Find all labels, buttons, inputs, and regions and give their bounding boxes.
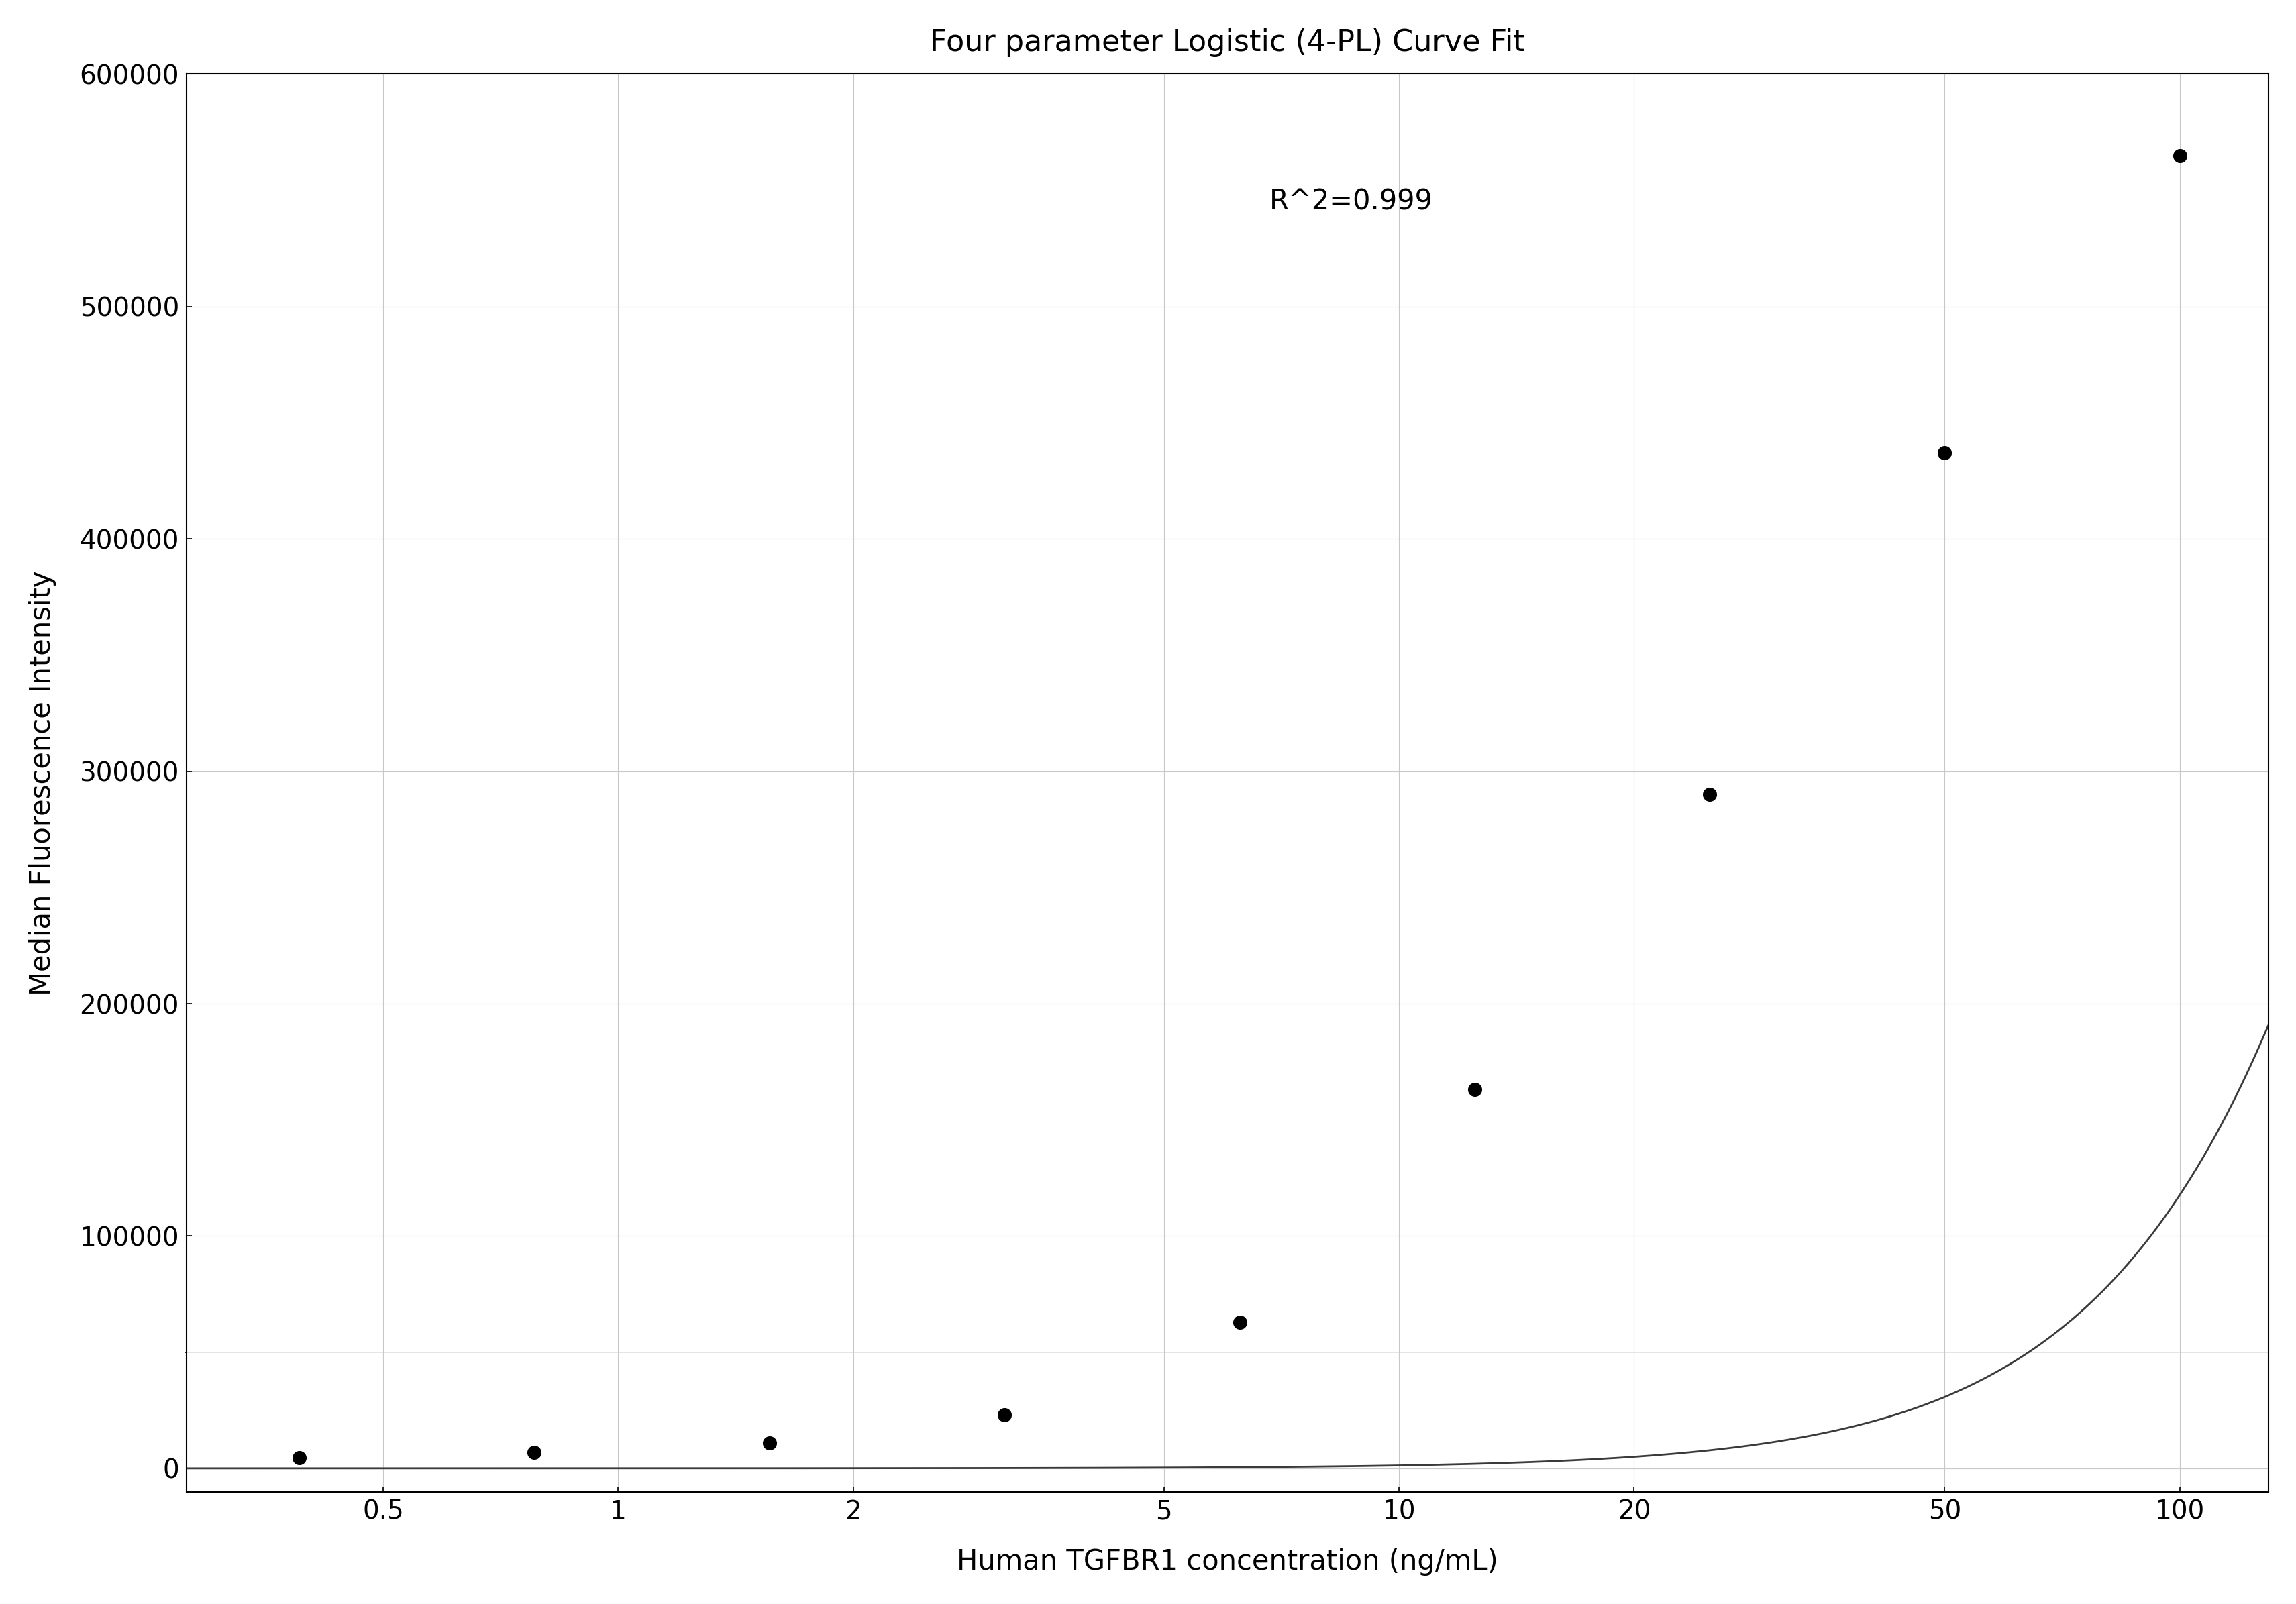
X-axis label: Human TGFBR1 concentration (ng/mL): Human TGFBR1 concentration (ng/mL) (957, 1548, 1497, 1577)
Point (1221, 1309, 1258, 1335)
Point (2161, 143, 2197, 168)
Point (1690, 781, 1727, 807)
Point (985, 1402, 1022, 1428)
Point (1926, 439, 1963, 465)
Point (751, 1431, 788, 1456)
Text: R^2=0.999: R^2=0.999 (1270, 188, 1433, 215)
Title: Four parameter Logistic (4-PL) Curve Fit: Four parameter Logistic (4-PL) Curve Fit (930, 27, 1525, 56)
Y-axis label: Median Fluorescence Intensity: Median Fluorescence Intensity (28, 571, 55, 996)
Point (517, 1439, 553, 1464)
Point (280, 1445, 317, 1471)
Point (1456, 1076, 1492, 1102)
